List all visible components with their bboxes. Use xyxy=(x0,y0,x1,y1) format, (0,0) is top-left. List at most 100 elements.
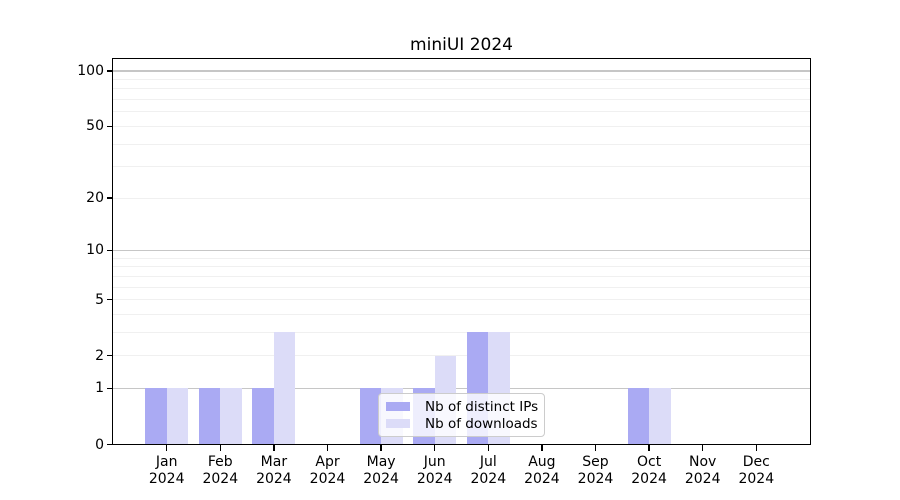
x-tick-year-dec: 2024 xyxy=(738,471,775,487)
y-tick-label-0: 0 xyxy=(95,436,104,453)
bar-may-distinct-ips xyxy=(359,388,382,445)
x-tick-month-feb: Feb xyxy=(207,453,233,470)
x-tick-mark-oct xyxy=(648,444,650,451)
x-tick-label-may: May 2024 xyxy=(350,454,412,489)
x-tick-month-jan: Jan xyxy=(155,453,178,470)
gridline-minor-50 xyxy=(113,125,811,127)
y-tick-mark-5 xyxy=(106,298,113,301)
x-tick-label-jun: Jun 2024 xyxy=(404,454,466,489)
x-tick-mark-may xyxy=(380,444,382,451)
x-tick-year-sep: 2024 xyxy=(577,471,614,487)
y-tick-label-50: 50 xyxy=(86,118,104,135)
gridline-major-100 xyxy=(113,70,811,72)
y-tick-mark-1 xyxy=(106,387,113,390)
y-tick-mark-0 xyxy=(106,443,113,446)
x-tick-label-apr: Apr 2024 xyxy=(297,454,359,489)
bar-mar-downloads xyxy=(273,332,296,445)
y-tick-mark-2 xyxy=(106,354,113,357)
x-tick-label-jan: Jan 2024 xyxy=(136,454,198,489)
x-tick-label-mar: Mar 2024 xyxy=(243,454,305,489)
y-tick-label-5: 5 xyxy=(95,291,104,308)
gridline-minor-90 xyxy=(113,79,811,81)
gridline-minor-8 xyxy=(113,266,811,268)
legend-swatch-downloads xyxy=(386,419,410,428)
x-tick-mark-aug xyxy=(541,444,543,451)
gridline-minor-20 xyxy=(113,197,811,199)
x-tick-mark-nov xyxy=(702,444,704,451)
gridline-major-1 xyxy=(113,387,811,389)
legend-swatch-distinct-ips xyxy=(386,402,410,411)
x-tick-label-dec: Dec 2024 xyxy=(725,454,787,489)
y-tick-label-20: 20 xyxy=(86,190,104,207)
x-tick-mark-jun xyxy=(434,444,436,451)
x-tick-label-jul: Jul 2024 xyxy=(457,454,519,489)
gridline-minor-4 xyxy=(113,313,811,315)
x-tick-label-sep: Sep 2024 xyxy=(565,454,627,489)
chart-legend: Nb of distinct IPs Nb of downloads xyxy=(378,393,545,437)
gridline-minor-9 xyxy=(113,257,811,259)
gridline-major-10 xyxy=(113,249,811,252)
bar-oct-distinct-ips xyxy=(627,388,650,445)
x-tick-mark-jul xyxy=(487,444,489,451)
legend-item-downloads: Nb of downloads xyxy=(386,415,538,432)
x-tick-mark-sep xyxy=(594,444,597,451)
gridline-minor-30 xyxy=(113,166,811,168)
gridline-minor-80 xyxy=(113,88,811,90)
x-tick-month-jul: Jul xyxy=(479,453,497,470)
bar-feb-downloads xyxy=(220,388,242,445)
legend-label-downloads: Nb of downloads xyxy=(425,415,538,432)
gridline-minor-3 xyxy=(113,331,811,333)
x-tick-year-may: 2024 xyxy=(363,471,399,487)
x-tick-label-feb: Feb 2024 xyxy=(189,454,251,489)
x-tick-month-nov: Nov xyxy=(689,453,717,470)
gridline-minor-6 xyxy=(113,286,811,288)
x-tick-mark-apr xyxy=(326,444,329,451)
x-tick-year-oct: 2024 xyxy=(631,471,667,487)
x-tick-mark-jan xyxy=(166,444,168,451)
x-tick-month-oct: Oct xyxy=(636,453,662,470)
y-tick-mark-50 xyxy=(106,125,113,128)
x-tick-year-jun: 2024 xyxy=(416,471,453,487)
x-tick-year-nov: 2024 xyxy=(684,471,721,487)
x-tick-mark-dec xyxy=(755,444,757,451)
legend-label-distinct-ips: Nb of distinct IPs xyxy=(425,398,539,415)
x-tick-month-may: May xyxy=(366,453,396,470)
y-tick-label-100: 100 xyxy=(77,63,104,80)
x-tick-year-apr: 2024 xyxy=(309,471,346,487)
gridline-minor-5 xyxy=(113,299,811,301)
bar-feb-distinct-ips xyxy=(198,388,221,445)
bar-jan-downloads xyxy=(166,388,189,445)
y-tick-label-1: 1 xyxy=(95,380,104,397)
y-tick-mark-20 xyxy=(106,197,113,199)
legend-item-distinct-ips: Nb of distinct IPs xyxy=(386,398,538,415)
x-tick-mark-feb xyxy=(219,444,221,451)
bar-oct-downloads xyxy=(649,388,671,445)
x-tick-label-oct: Oct 2024 xyxy=(618,454,680,489)
gridline-minor-60 xyxy=(113,111,811,113)
gridline-minor-7 xyxy=(113,275,811,277)
x-tick-month-mar: Mar xyxy=(260,453,288,470)
bar-mar-distinct-ips xyxy=(252,388,274,445)
gridline-minor-2 xyxy=(113,355,811,357)
x-tick-month-dec: Dec xyxy=(742,453,770,470)
y-tick-label-10: 10 xyxy=(86,242,104,259)
bar-jan-distinct-ips xyxy=(145,388,167,445)
gridline-minor-40 xyxy=(113,143,811,145)
x-tick-label-nov: Nov 2024 xyxy=(672,454,734,489)
x-tick-month-aug: Aug xyxy=(528,453,556,470)
gridline-minor-70 xyxy=(113,99,811,101)
x-tick-year-jul: 2024 xyxy=(470,471,507,487)
x-tick-year-mar: 2024 xyxy=(256,471,292,487)
chart-title: miniUI 2024 xyxy=(410,35,513,55)
x-tick-label-aug: Aug 2024 xyxy=(511,454,573,489)
x-tick-year-aug: 2024 xyxy=(524,471,560,487)
x-tick-month-apr: Apr xyxy=(315,453,340,470)
x-tick-year-jan: 2024 xyxy=(148,471,185,487)
y-tick-label-2: 2 xyxy=(95,347,104,364)
y-tick-mark-10 xyxy=(106,249,113,252)
x-tick-month-sep: Sep xyxy=(582,453,609,470)
x-tick-month-jun: Jun xyxy=(423,453,446,470)
x-tick-year-feb: 2024 xyxy=(202,471,239,487)
x-tick-mark-mar xyxy=(273,444,275,451)
